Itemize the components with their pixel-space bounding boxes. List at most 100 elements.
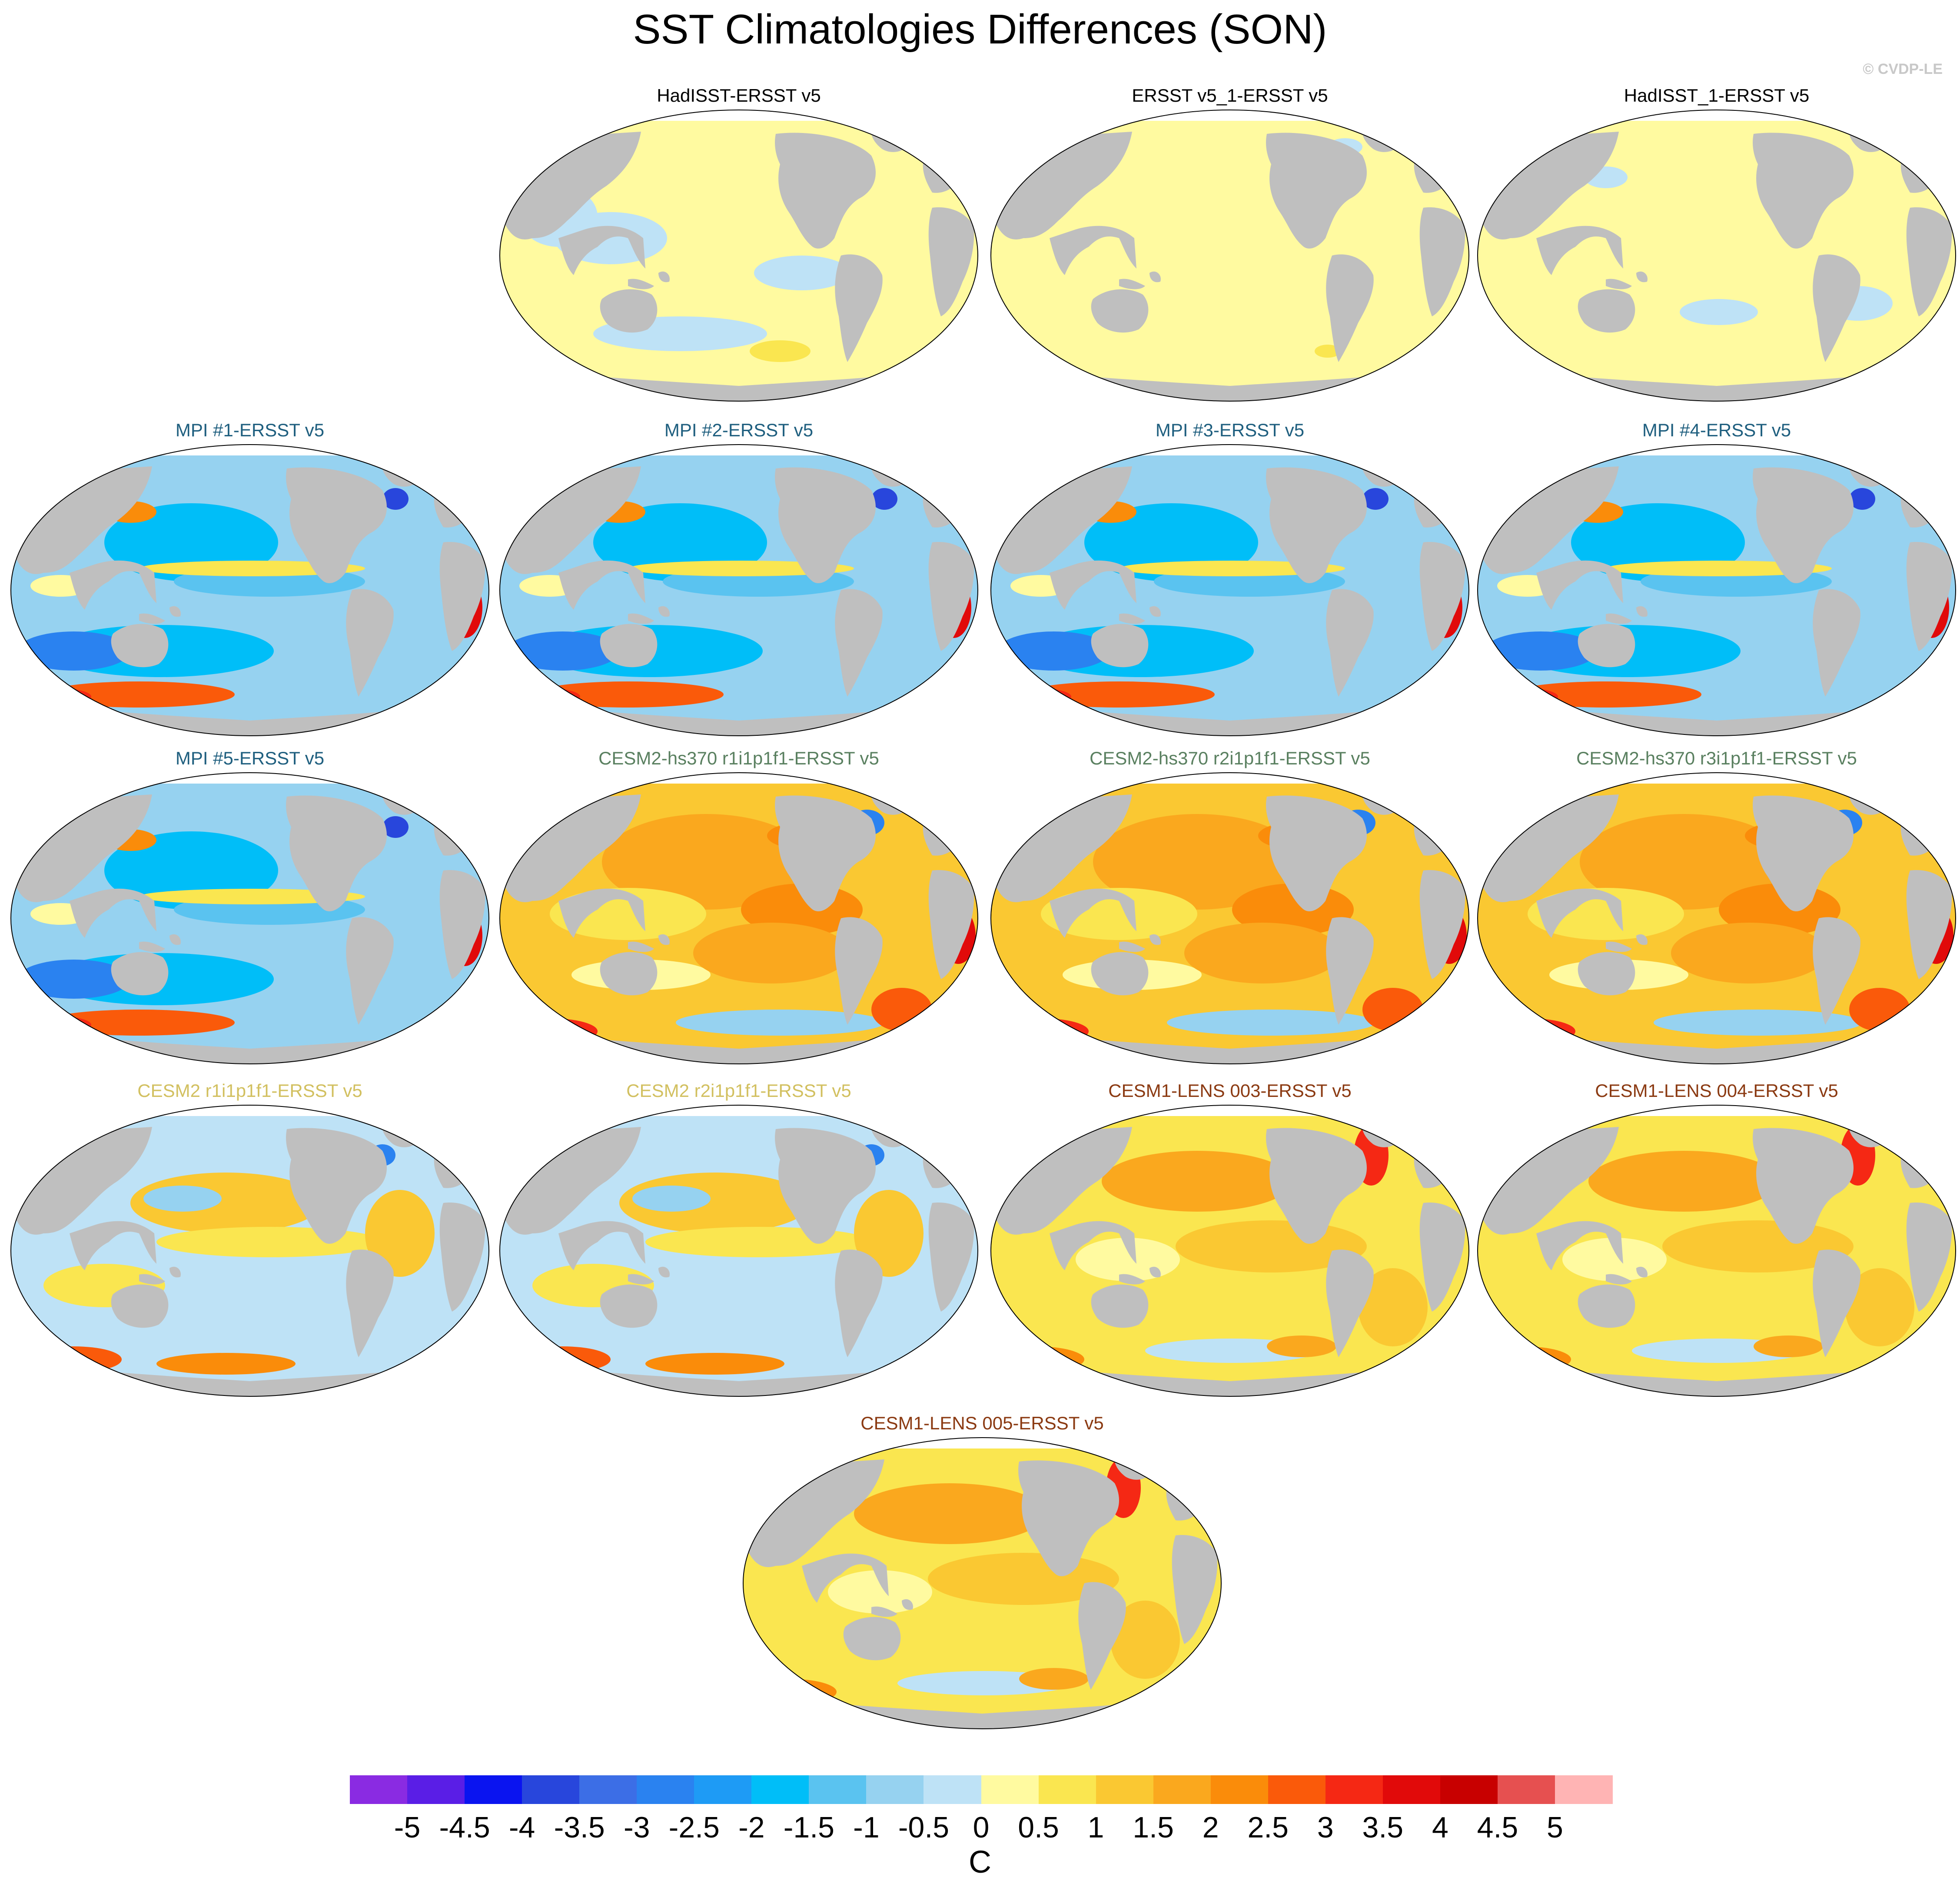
sst-anomaly-region [1588, 1151, 1780, 1212]
sst-anomaly-region [143, 1186, 222, 1212]
colorbar-swatch [1096, 1775, 1154, 1804]
colorbar-tick-label: 3.5 [1362, 1811, 1404, 1844]
panel-title: CESM2-hs370 r3i1p1f1-ERSST v5 [1576, 748, 1857, 768]
colorbar-tick-label: 3 [1317, 1811, 1334, 1844]
sst-anomaly-region [382, 816, 409, 838]
colorbar-tick-label: 5 [1547, 1811, 1563, 1844]
sst-anomaly-region [382, 488, 409, 510]
sst-anomaly-region [1110, 1601, 1180, 1679]
colorbar-swatch [1440, 1775, 1498, 1804]
sst-anomaly-region [365, 1190, 435, 1277]
sst-anomaly-region [506, 631, 619, 671]
colorbar-tick-label: -2.5 [668, 1811, 720, 1844]
colorbar-swatch [465, 1775, 523, 1804]
panel-title: CESM2-hs370 r1i1p1f1-ERSST v5 [598, 748, 879, 768]
map-panel: MPI #1-ERSST v5 [9, 417, 491, 739]
colorbar-swatch [407, 1775, 465, 1804]
colorbar-swatch [1497, 1775, 1555, 1804]
sst-difference-map [990, 1105, 1469, 1397]
colorbar-tick-label: -3 [623, 1811, 650, 1844]
colorbar-swatch [1555, 1775, 1613, 1804]
sst-difference-map [1477, 110, 1956, 402]
map-panel: MPI #2-ERSST v5 [498, 417, 980, 739]
colorbar-swatch [350, 1775, 408, 1804]
sst-difference-map [499, 444, 978, 736]
colorbar-tick-label: 4 [1432, 1811, 1448, 1844]
colorbar-tick-label: -5 [394, 1811, 421, 1844]
sst-anomaly-region [532, 681, 724, 708]
colorbar-swatch [579, 1775, 638, 1804]
sst-difference-map [990, 444, 1469, 736]
colorbar-swatch [809, 1775, 867, 1804]
sst-anomaly-region [1362, 488, 1389, 510]
sst-difference-map [1477, 444, 1956, 736]
map-panel: CESM1-LENS 005-ERSST v5 [741, 1410, 1223, 1732]
map-outline [990, 110, 1469, 402]
map-outline [1477, 772, 1956, 1064]
sst-anomaly-region [754, 256, 850, 290]
map-outline [10, 1105, 489, 1397]
panel-title: HadISST_1-ERSST v5 [1624, 85, 1810, 106]
sst-anomaly-region [1167, 1010, 1375, 1036]
colorbar-tick-label: 1 [1087, 1811, 1104, 1844]
sst-anomaly-region [1093, 814, 1302, 910]
sst-anomaly-region [1680, 299, 1758, 325]
panel-title: HadISST-ERSST v5 [657, 85, 821, 106]
colorbar-swatch [1325, 1775, 1383, 1804]
map-outline [10, 772, 489, 1064]
sst-anomaly-region [156, 1227, 382, 1257]
panel-title: CESM1-LENS 004-ERSST v5 [1595, 1080, 1838, 1101]
colorbar-tick-label: -0.5 [898, 1811, 950, 1844]
sst-anomaly-region [1184, 923, 1341, 983]
sst-difference-map [10, 772, 489, 1064]
panel-title: CESM1-LENS 005-ERSST v5 [860, 1413, 1104, 1433]
map-panel: MPI #3-ERSST v5 [989, 417, 1471, 739]
sst-difference-map [990, 110, 1469, 402]
colorbar-tick-label: -4 [508, 1811, 535, 1844]
sst-anomaly-region [156, 1353, 296, 1375]
map-panel: CESM2-hs370 r1i1p1f1-ERSST v5 [498, 745, 980, 1067]
colorbar-swatch [637, 1775, 695, 1804]
colorbar-swatch [1038, 1775, 1096, 1804]
colorbar [350, 1775, 1613, 1804]
panel-title: CESM1-LENS 003-ERSST v5 [1108, 1080, 1352, 1101]
panel-title: CESM2 r2i1p1f1-ERSST v5 [626, 1080, 851, 1101]
colorbar-swatch [981, 1775, 1039, 1804]
sst-anomaly-region [871, 488, 897, 510]
colorbar-swatch [522, 1775, 580, 1804]
sst-anomaly-region [502, 1018, 598, 1044]
sst-anomaly-region [1484, 631, 1597, 671]
map-outline [499, 1105, 978, 1397]
sst-difference-map [10, 444, 489, 736]
map-panel: ERSST v5_1-ERSST v5 [989, 83, 1471, 404]
credit-watermark: © CVDP-LE [1863, 61, 1943, 77]
colorbar-swatch [1268, 1775, 1326, 1804]
colorbar-ticks: -5 -4.5 -4 -3.5 -3 -2.5 -2 -1.5 -1 -0.5 0 0.5 1 1.5 2 2… [350, 1808, 1612, 1847]
sst-anomaly-region [1358, 1268, 1428, 1346]
sst-anomaly-region [17, 960, 130, 999]
sst-difference-map [1477, 1105, 1956, 1397]
sst-anomaly-region [1754, 1336, 1823, 1357]
sst-anomaly-region [1580, 814, 1788, 910]
colorbar-tick-label: 1.5 [1133, 1811, 1174, 1844]
map-panel: CESM2 r1i1p1f1-ERSST v5 [9, 1078, 491, 1399]
sst-anomaly-region [993, 1018, 1089, 1044]
colorbar-tick-label: 0.5 [1018, 1811, 1059, 1844]
sst-anomaly-region [43, 1010, 235, 1036]
map-panel: HadISST_1-ERSST v5 [1475, 83, 1958, 404]
map-outline [990, 444, 1469, 736]
sst-anomaly-region [645, 1227, 871, 1257]
colorbar-swatch [924, 1775, 982, 1804]
panel-title: MPI #4-ERSST v5 [1642, 420, 1791, 440]
sst-anomaly-region [602, 814, 811, 910]
sst-anomaly-region [854, 1190, 924, 1277]
panel-title: MPI #1-ERSST v5 [175, 420, 325, 440]
sst-anomaly-region [1671, 923, 1827, 983]
map-panel: MPI #4-ERSST v5 [1475, 417, 1958, 739]
map-panel: CESM2-hs370 r2i1p1f1-ERSST v5 [989, 745, 1471, 1067]
sst-anomaly-region [17, 631, 130, 671]
sst-anomaly-region [750, 340, 811, 362]
figure-title: SST Climatologies Differences (SON) [633, 6, 1327, 53]
sst-difference-map [1477, 772, 1956, 1064]
map-panel: HadISST-ERSST v5 [498, 83, 980, 404]
